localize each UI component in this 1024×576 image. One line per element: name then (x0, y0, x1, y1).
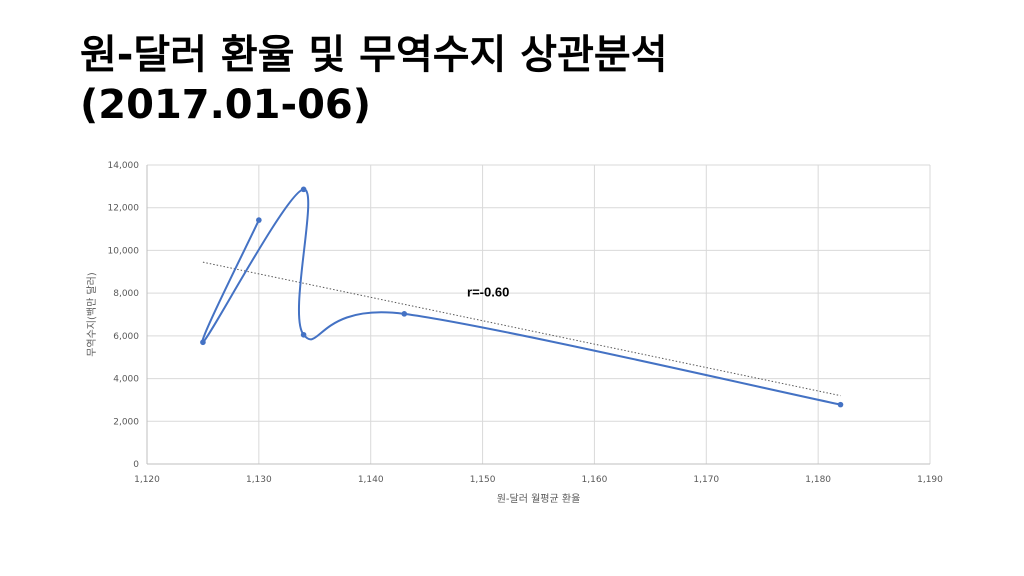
data-point (837, 401, 844, 408)
chart-axes (146, 165, 930, 465)
slide-title-line-2: (2017.01-06) (80, 82, 372, 128)
chart-labels-group: 0 2,000 4,000 6,000 8,000 10,000 12,000 14,000 1… (86, 161, 943, 505)
y-tick-label: 0 (133, 460, 139, 470)
x-tick-label: 1,150 (470, 475, 496, 485)
data-point (300, 186, 307, 193)
x-tick-label: 1,180 (805, 475, 831, 485)
chart-series-group (200, 186, 844, 408)
y-tick-label: 12,000 (108, 204, 140, 214)
x-tick-label: 1,130 (246, 475, 272, 485)
y-tick-label: 14,000 (108, 161, 140, 171)
chart-trendline-group (202, 261, 841, 397)
y-tick-label: 4,000 (113, 375, 139, 385)
slide-title: 원-달러 환율 및 무역수지 상관분석 (2017.01-06) (80, 30, 668, 130)
correlation-annotation: r=-0.60 (467, 284, 509, 299)
y-tick-label: 2,000 (113, 417, 139, 427)
chart-gridlines (146, 164, 931, 465)
slide-title-line-1: 원-달러 환율 및 무역수지 상관분석 (80, 32, 668, 78)
x-tick-label: 1,190 (917, 475, 943, 485)
y-tick-label: 8,000 (113, 289, 139, 299)
y-axis-title: 무역수지(백만 달러) (86, 272, 98, 357)
y-tick-label: 10,000 (108, 246, 140, 256)
x-axis-title: 원-달러 월평균 환율 (497, 493, 581, 505)
x-tick-label: 1,170 (693, 475, 719, 485)
data-point (200, 339, 206, 346)
trendline (202, 261, 841, 397)
x-tick-label: 1,120 (134, 475, 160, 485)
x-tick-label: 1,160 (582, 475, 608, 485)
y-tick-label: 6,000 (113, 332, 139, 342)
data-point (300, 331, 307, 338)
x-tick-label: 1,140 (358, 475, 384, 485)
data-point (256, 217, 262, 223)
data-point (401, 311, 408, 317)
series-line (201, 188, 841, 406)
